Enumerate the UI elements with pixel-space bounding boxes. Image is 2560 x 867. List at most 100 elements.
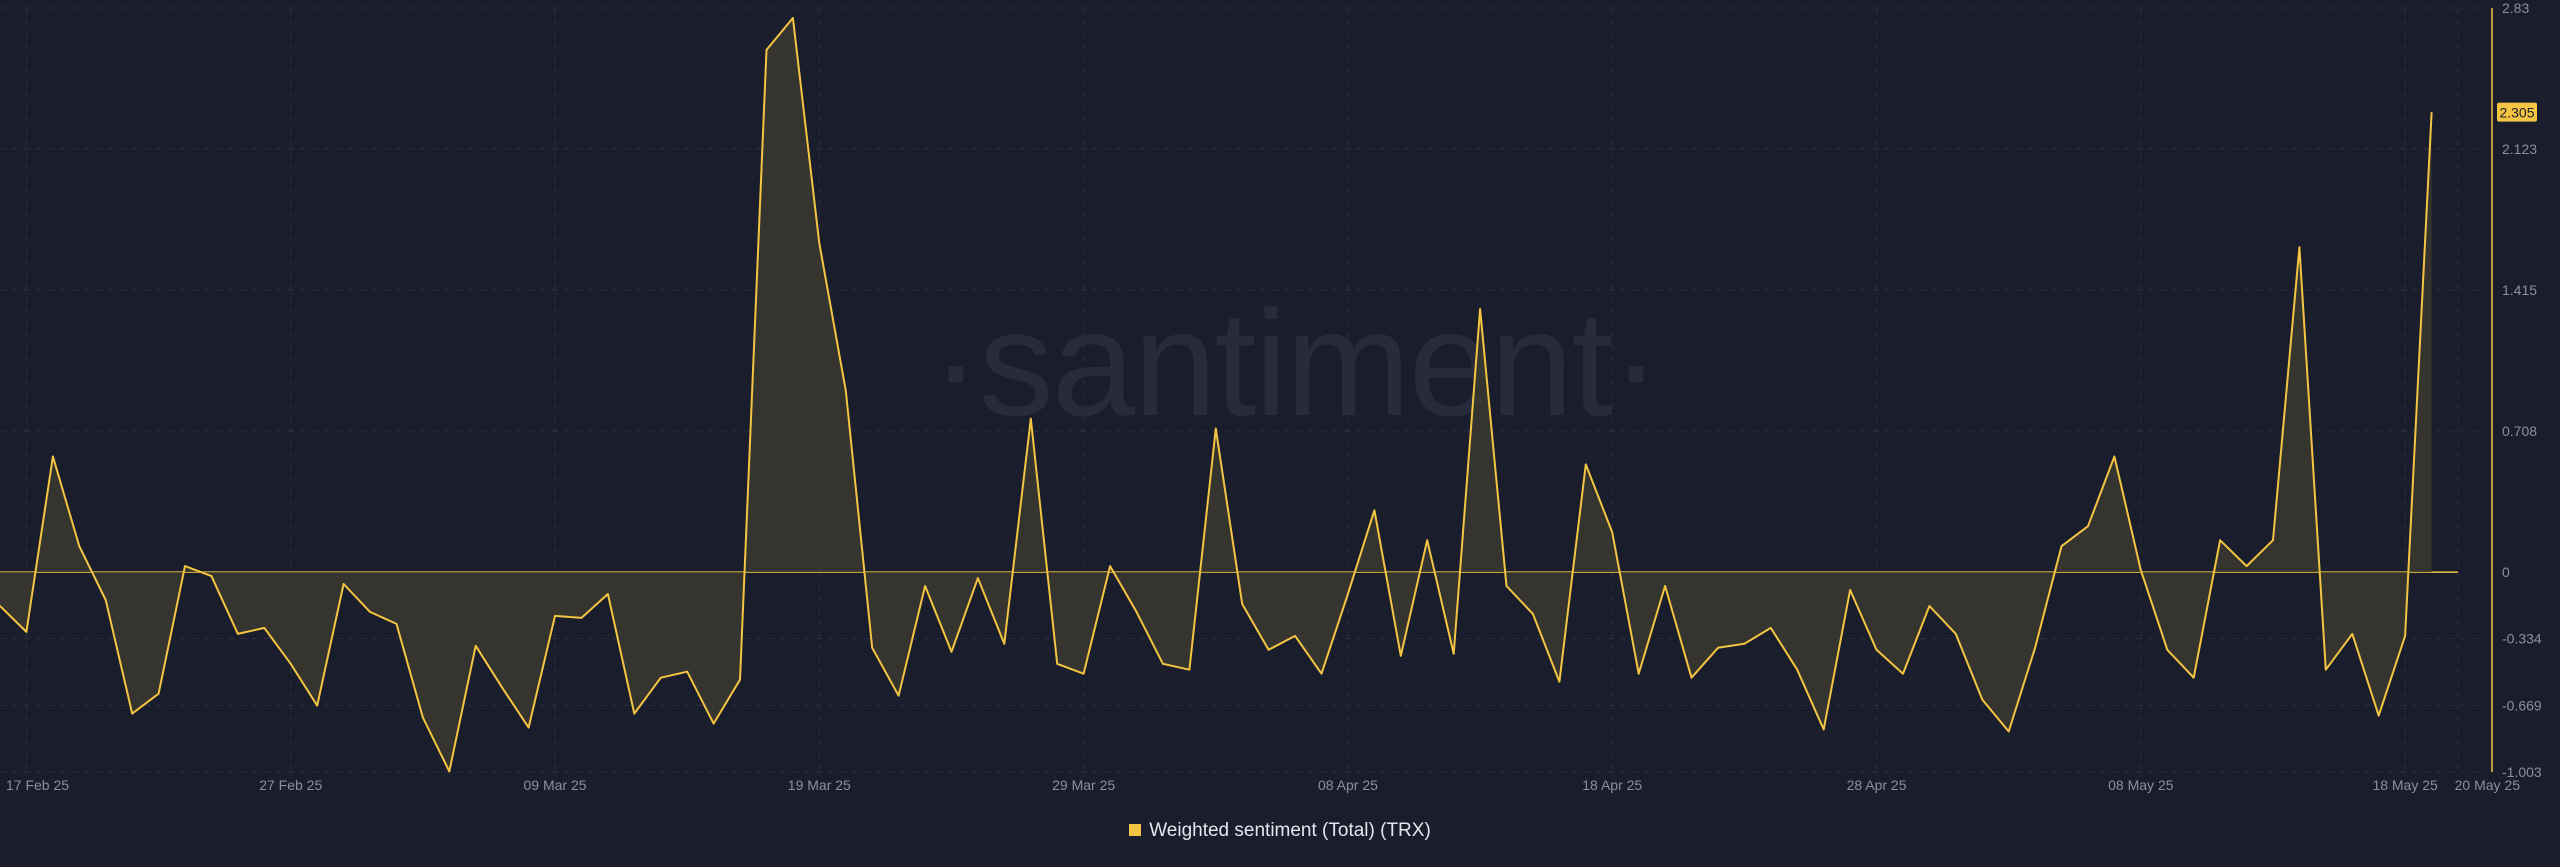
data-point — [1796, 668, 1799, 671]
data-points — [0, 17, 2433, 773]
santiment-watermark: ·santiment· — [931, 279, 1659, 447]
data-point — [1320, 672, 1323, 675]
data-point — [501, 686, 503, 689]
data-point — [25, 631, 28, 633]
data-point — [1743, 643, 1746, 645]
data-point — [2060, 545, 2063, 547]
x-tick-label: 09 Mar 25 — [524, 777, 587, 793]
data-point — [289, 662, 292, 665]
data-point — [765, 49, 768, 51]
data-point — [1849, 589, 1851, 591]
data-point — [2325, 668, 2327, 671]
data-point — [633, 712, 636, 715]
data-point — [659, 676, 662, 679]
data-point — [52, 455, 54, 458]
data-point — [1585, 463, 1587, 466]
last-value-badge — [2497, 102, 2537, 122]
data-point — [2219, 539, 2221, 541]
data-point — [2007, 730, 2010, 733]
data-point — [369, 611, 371, 613]
data-point — [210, 575, 213, 577]
data-point — [527, 726, 530, 729]
data-point — [1532, 613, 1534, 615]
data-point — [1981, 698, 1984, 701]
y-tick-label: 0 — [2502, 564, 2510, 580]
y-tick-label: 1.415 — [2502, 282, 2537, 298]
data-point — [1928, 605, 1931, 607]
data-point — [1162, 662, 1164, 665]
data-point — [1241, 603, 1244, 605]
data-point — [818, 242, 821, 244]
sentiment-area-fill — [0, 18, 2432, 772]
data-point — [474, 645, 477, 647]
data-point — [1294, 635, 1296, 637]
data-point — [2351, 633, 2354, 635]
data-point — [1056, 662, 1059, 665]
legend: Weighted sentiment (Total) (TRX) — [0, 820, 2560, 842]
y-tick-label: 2.83 — [2502, 0, 2529, 16]
data-point — [104, 599, 107, 601]
data-point — [184, 565, 186, 567]
data-point — [1426, 539, 1429, 541]
data-point — [844, 389, 847, 392]
data-point — [1902, 672, 1904, 675]
x-tick-label: 18 Apr 25 — [1582, 777, 1642, 793]
data-point — [1452, 653, 1455, 655]
data-point — [422, 716, 424, 719]
data-point — [263, 627, 266, 629]
y-axis: 2.83 2.123 1.415 0.708 0 -0.334 -0.669 -1.003 — [2491, 0, 2542, 780]
data-point — [792, 17, 794, 19]
data-point — [897, 694, 900, 697]
x-tick-label: 29 Mar 25 — [1052, 777, 1115, 793]
y-tick-label: -0.669 — [2502, 697, 2542, 713]
data-point — [686, 670, 688, 673]
data-point — [2192, 676, 2195, 679]
x-tick-label: 27 Feb 25 — [259, 777, 322, 793]
x-tick-label: 20 May 25 — [2455, 777, 2521, 793]
legend-swatch — [1129, 824, 1142, 836]
data-point — [1373, 509, 1376, 512]
data-point — [2140, 569, 2142, 571]
x-tick-label: 08 May 25 — [2108, 777, 2174, 793]
last-value-marker: 2.305 — [2497, 102, 2537, 122]
legend-label: Weighted sentiment (Total) (TRX) — [1149, 820, 1431, 841]
x-axis: 17 Feb 25 27 Feb 25 09 Mar 25 19 Mar 25 29 M… — [6, 777, 2520, 793]
x-tick-label: 19 Mar 25 — [788, 777, 851, 793]
data-point — [1955, 633, 1957, 635]
data-point — [1479, 308, 1481, 310]
data-point — [2298, 246, 2301, 248]
data-point — [78, 545, 81, 547]
data-point — [2087, 525, 2089, 528]
x-tick-label: 28 Apr 25 — [1847, 777, 1907, 793]
data-point — [1135, 611, 1138, 613]
x-tick-label: 18 May 25 — [2372, 777, 2438, 793]
data-point — [1082, 672, 1085, 675]
data-point — [1770, 627, 1772, 629]
data-point — [1267, 649, 1270, 651]
data-point — [1214, 427, 1217, 430]
y-tick-label: 2.123 — [2502, 141, 2537, 157]
data-point — [157, 692, 160, 695]
data-point — [712, 722, 715, 725]
data-point — [0, 605, 1, 607]
data-point — [1690, 676, 1693, 679]
data-point — [1188, 668, 1191, 671]
data-point — [1637, 672, 1640, 675]
data-point — [131, 712, 133, 715]
data-point — [1664, 585, 1666, 587]
data-point — [1875, 649, 1878, 651]
data-point — [395, 623, 398, 625]
y-tick-label: 0.708 — [2502, 423, 2537, 439]
data-point — [924, 585, 926, 587]
data-point — [607, 593, 609, 595]
data-point — [871, 647, 873, 649]
data-point — [2377, 714, 2380, 717]
data-point — [1717, 647, 1719, 649]
y-tick-label: -0.334 — [2502, 631, 2542, 647]
data-point — [1558, 680, 1561, 683]
data-point — [1399, 654, 1402, 657]
data-point — [342, 583, 345, 585]
data-point — [580, 617, 583, 619]
data-point — [316, 704, 318, 707]
